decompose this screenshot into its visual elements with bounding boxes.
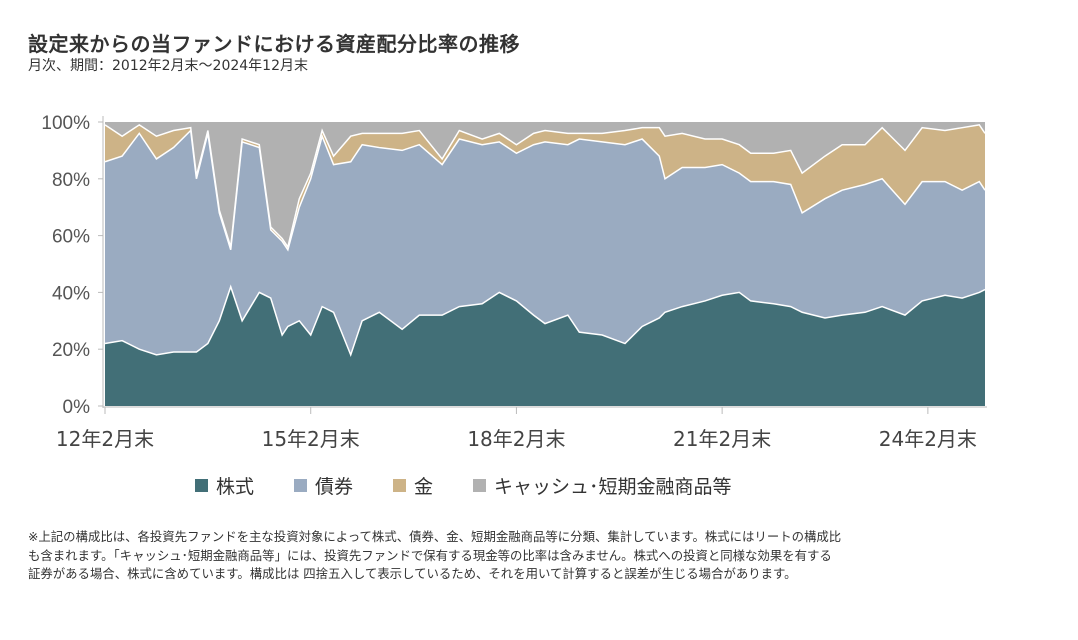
x-tick-label: 18年2月末 [467,427,565,451]
legend-label: 株式 [216,476,255,498]
x-tick-label: 21年2月末 [673,427,771,451]
legend: 株式 債券 金 キャッシュ･短期金融商品等 [195,472,732,499]
legend-label: 債券 [315,476,354,498]
series-boundary-line-2 [104,123,986,249]
footnote-line: 証券がある場合、株式に含めています。構成比は 四捨五入して表示しているため、それ… [28,566,797,581]
legend-label: 金 [414,476,434,498]
y-tick-label: 80% [52,170,90,191]
legend-item-bonds: 債券 [294,472,353,499]
footnote-line: ※上記の構成比は、各投資先ファンドを主な投資対象によって株式、債券、金、短期金融… [28,529,842,544]
legend-swatch [294,479,308,492]
area-series-2 [105,124,985,250]
legend-item-gold: 金 [393,472,433,499]
area-series-0 [105,286,985,406]
stacked-area-chart: 0% 20% 40% 60% 80% 100% 12年2月末 15年2月末 18年2月末 21年2… [41,113,987,451]
chart-title: 設定来からの当ファンドにおける資産配分比率の推移 [28,32,520,56]
x-tick-label: 24年2月末 [879,427,977,451]
y-tick-label: 0% [63,397,91,418]
y-tick-label: 60% [52,227,90,248]
footnote-line: も含まれます。「キャッシュ･短期金融商品等」には、投資先ファンドで保有する現金等… [28,547,832,563]
y-tick-label: 20% [52,340,90,361]
series-boundary-line-0 [104,284,986,358]
x-tick-label: 15年2月末 [262,427,360,451]
chart-subtitle: 月次、期間：2012年2月末～2024年12月末 [28,58,308,74]
footnote: ※上記の構成比は、各投資先ファンドを主な投資対象によって株式、債券、金、短期金融… [28,528,1048,584]
x-tick-label: 12年2月末 [56,427,154,451]
legend-label: キャッシュ･短期金融商品等 [494,476,732,498]
legend-swatch [473,479,487,492]
legend-swatch [195,479,208,492]
legend-swatch [393,479,407,492]
y-tick-label: 100% [41,113,90,134]
legend-item-stocks: 株式 [195,472,254,499]
legend-item-cash: キャッシュ･短期金融商品等 [473,472,732,499]
area-series-1 [105,130,985,355]
y-tick-label: 40% [52,283,90,304]
